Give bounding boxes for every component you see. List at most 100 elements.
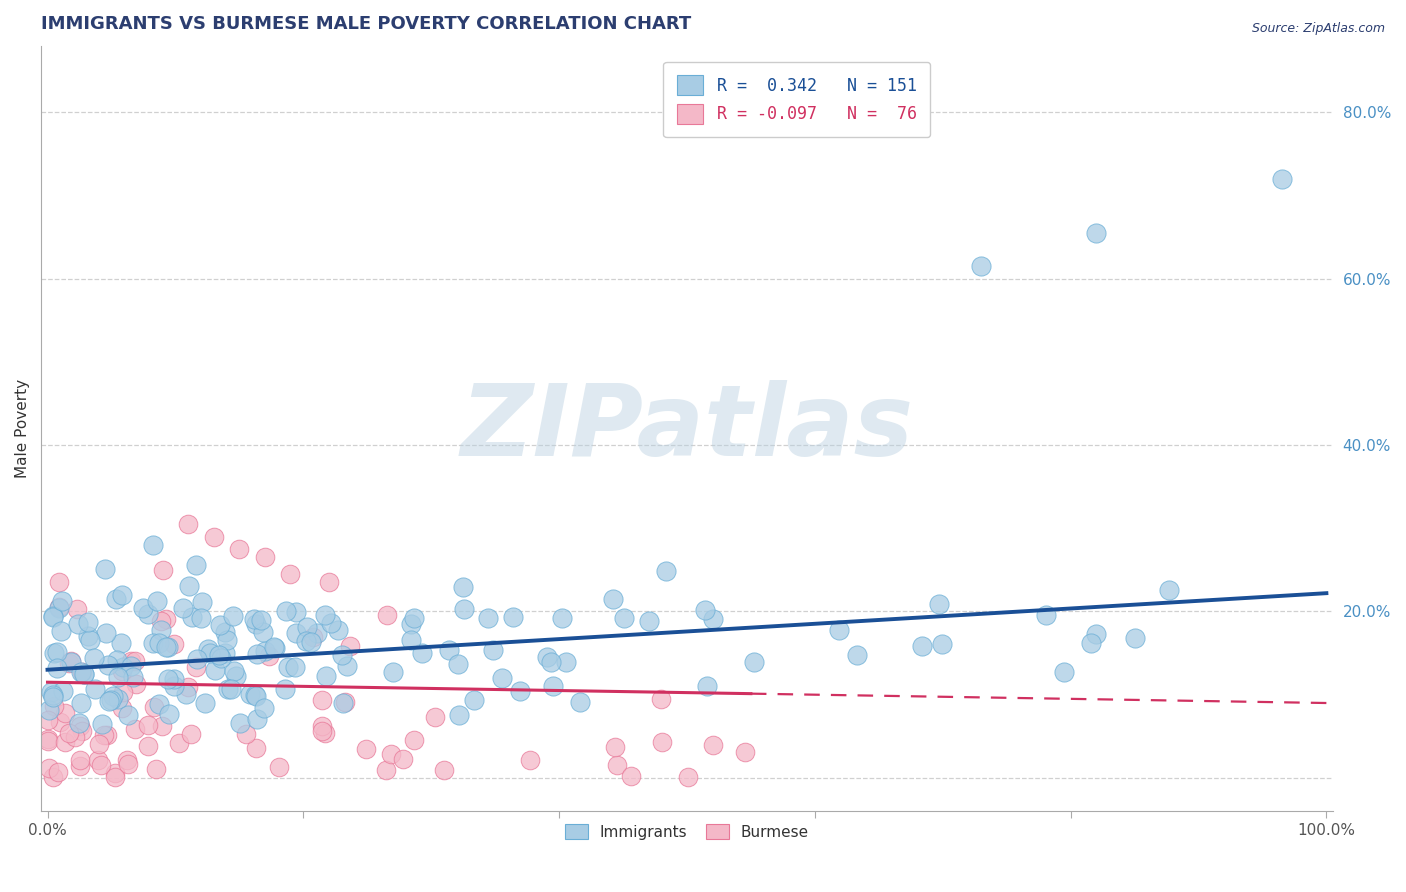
Point (70, 665, 93, 680)
Point (311, 719, 333, 733)
Point (482, 643, 505, 657)
Point (339, 639, 361, 653)
Point (117, 756, 139, 771)
Point (181, 609, 204, 624)
Point (613, 610, 636, 624)
Point (69, 719, 91, 733)
Point (217, 632, 239, 647)
Point (136, 718, 159, 732)
Point (285, 625, 308, 640)
Point (928, 598, 950, 612)
Point (222, 665, 245, 679)
Point (330, 648, 353, 662)
Point (197, 641, 219, 656)
Point (295, 620, 318, 634)
Point (437, 643, 460, 657)
Point (380, 747, 402, 762)
Point (111, 701, 134, 715)
Point (73, 667, 96, 681)
Point (285, 605, 308, 619)
Point (38, 761, 60, 775)
Point (423, 710, 446, 724)
Point (453, 601, 475, 615)
Point (162, 637, 184, 651)
Point (124, 722, 146, 736)
Point (49, 624, 72, 639)
Point (1085, 226, 1108, 240)
Point (90, 757, 112, 772)
Point (209, 618, 232, 632)
Point (156, 640, 179, 655)
Point (83, 650, 105, 665)
Point (603, 739, 626, 754)
Point (38, 703, 60, 717)
Point (152, 563, 174, 577)
Point (477, 611, 499, 625)
Point (69, 753, 91, 767)
Point (204, 663, 226, 677)
Point (263, 640, 285, 654)
Point (402, 611, 425, 625)
Point (66, 616, 89, 631)
Point (83, 681, 105, 696)
Point (70, 665, 93, 679)
Point (150, 615, 173, 629)
Point (1053, 665, 1076, 679)
Point (157, 672, 180, 686)
Point (150, 719, 173, 733)
Point (274, 681, 297, 696)
Point (167, 736, 190, 750)
Point (45, 645, 67, 659)
Point (143, 700, 166, 714)
Point (550, 611, 572, 625)
Point (131, 601, 153, 615)
Point (404, 733, 426, 747)
Text: Source: ZipAtlas.com: Source: ZipAtlas.com (1251, 22, 1385, 36)
Point (314, 726, 336, 740)
Point (58, 656, 80, 670)
Point (46, 765, 69, 780)
Point (734, 745, 756, 759)
Point (93, 728, 115, 742)
Point (48, 599, 70, 614)
Point (696, 679, 718, 693)
Point (91, 717, 114, 731)
Point (142, 538, 165, 552)
Point (96, 728, 118, 742)
Point (229, 715, 252, 730)
Point (149, 623, 172, 637)
Point (650, 691, 672, 706)
Point (375, 607, 398, 622)
Y-axis label: Male Poverty: Male Poverty (15, 379, 30, 478)
Point (318, 575, 340, 590)
Point (356, 742, 378, 756)
Point (638, 614, 661, 628)
Point (569, 695, 592, 709)
Point (222, 609, 245, 624)
Point (375, 763, 398, 777)
Point (1159, 582, 1181, 597)
Point (191, 595, 214, 609)
Point (180, 726, 202, 740)
Point (243, 612, 266, 626)
Point (39, 685, 62, 699)
Point (111, 685, 134, 699)
Point (676, 770, 699, 784)
Point (120, 659, 142, 673)
Point (111, 589, 134, 603)
Point (382, 665, 405, 679)
Point (280, 567, 302, 582)
Point (336, 659, 359, 673)
Point (399, 633, 422, 648)
Point (110, 636, 132, 650)
Point (269, 760, 291, 774)
Point (155, 640, 177, 654)
Point (177, 680, 200, 694)
Point (202, 530, 225, 544)
Point (172, 601, 194, 615)
Point (509, 684, 531, 698)
Point (100, 692, 122, 706)
Point (463, 693, 485, 707)
Point (245, 647, 267, 661)
Point (107, 691, 129, 706)
